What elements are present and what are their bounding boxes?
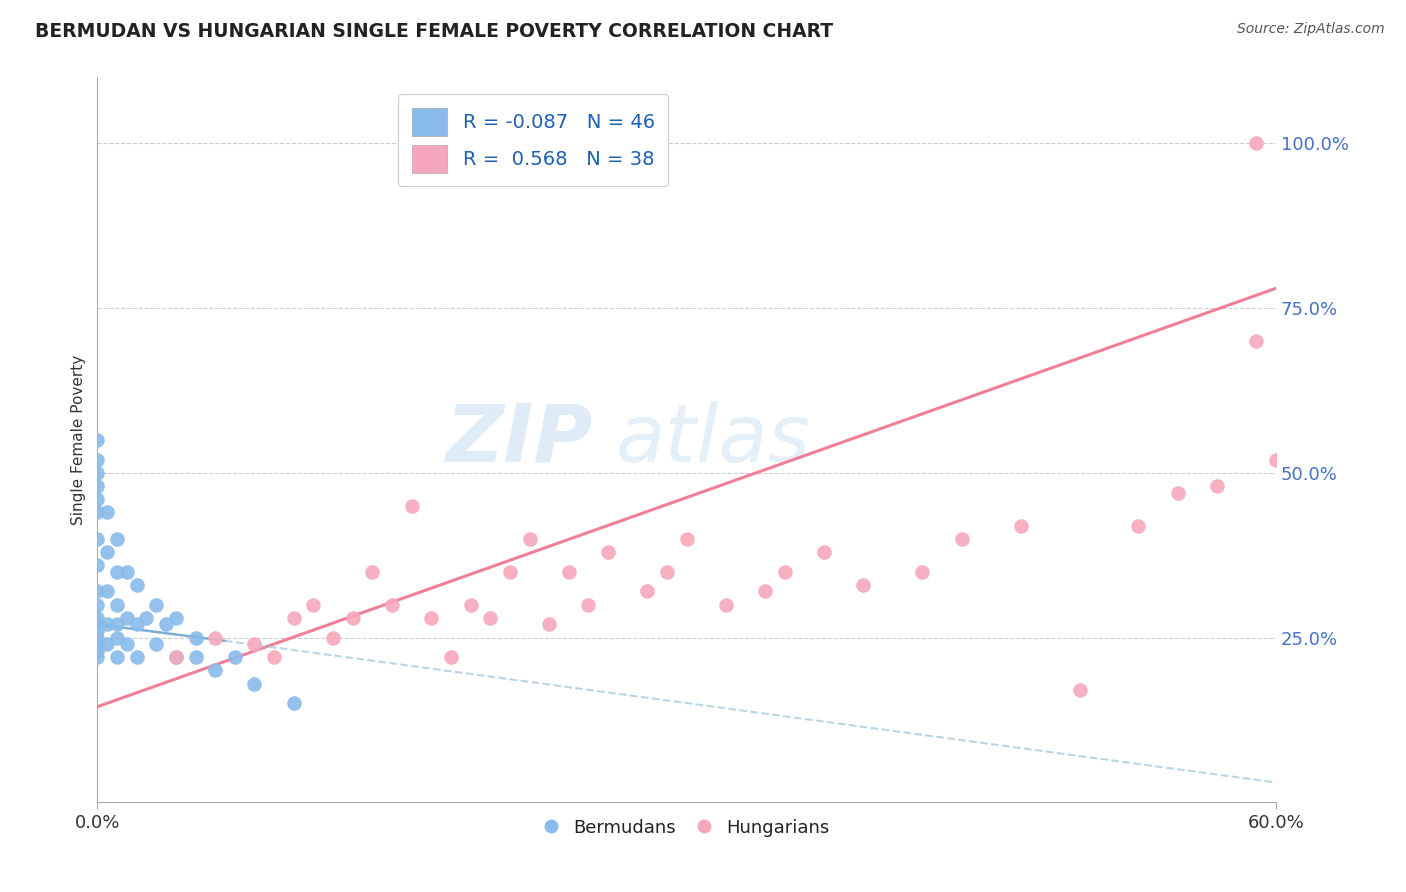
- Point: [115, 565, 138, 579]
- Point: [773, 565, 796, 579]
- Point: [155, 617, 177, 632]
- Point: [381, 598, 404, 612]
- Point: [86, 624, 108, 638]
- Point: [105, 631, 128, 645]
- Point: [950, 532, 973, 546]
- Point: [401, 499, 423, 513]
- Point: [1128, 518, 1150, 533]
- Legend: Bermudans, Hungarians: Bermudans, Hungarians: [537, 812, 837, 844]
- Point: [86, 479, 108, 493]
- Point: [86, 643, 108, 657]
- Point: [204, 664, 226, 678]
- Point: [1246, 136, 1268, 151]
- Point: [283, 697, 305, 711]
- Point: [224, 650, 246, 665]
- Point: [105, 617, 128, 632]
- Point: [145, 598, 167, 612]
- Point: [115, 637, 138, 651]
- Point: [852, 578, 875, 592]
- Point: [1010, 518, 1032, 533]
- Y-axis label: Single Female Poverty: Single Female Poverty: [72, 355, 86, 525]
- Point: [105, 650, 128, 665]
- Point: [204, 631, 226, 645]
- Point: [184, 650, 207, 665]
- Point: [1265, 452, 1288, 467]
- Point: [105, 565, 128, 579]
- Point: [342, 611, 364, 625]
- Point: [655, 565, 678, 579]
- Point: [86, 466, 108, 480]
- Point: [184, 631, 207, 645]
- Point: [86, 650, 108, 665]
- Point: [86, 631, 108, 645]
- Point: [1206, 479, 1229, 493]
- Point: [86, 492, 108, 507]
- Point: [145, 637, 167, 651]
- Point: [440, 650, 463, 665]
- Point: [1167, 485, 1189, 500]
- Point: [165, 650, 187, 665]
- Point: [754, 584, 776, 599]
- Point: [96, 545, 118, 559]
- Point: [361, 565, 384, 579]
- Point: [86, 637, 108, 651]
- Point: [105, 598, 128, 612]
- Point: [538, 617, 561, 632]
- Point: [86, 617, 108, 632]
- Point: [243, 637, 266, 651]
- Point: [263, 650, 285, 665]
- Text: ZIP: ZIP: [444, 401, 592, 479]
- Point: [714, 598, 737, 612]
- Point: [1246, 334, 1268, 348]
- Point: [125, 650, 148, 665]
- Point: [86, 452, 108, 467]
- Point: [135, 611, 157, 625]
- Point: [479, 611, 502, 625]
- Point: [96, 637, 118, 651]
- Point: [96, 584, 118, 599]
- Text: BERMUDAN VS HUNGARIAN SINGLE FEMALE POVERTY CORRELATION CHART: BERMUDAN VS HUNGARIAN SINGLE FEMALE POVE…: [35, 22, 834, 41]
- Point: [96, 617, 118, 632]
- Point: [243, 676, 266, 690]
- Point: [86, 584, 108, 599]
- Point: [911, 565, 934, 579]
- Point: [813, 545, 835, 559]
- Text: atlas: atlas: [616, 401, 811, 479]
- Point: [578, 598, 600, 612]
- Point: [86, 433, 108, 447]
- Point: [558, 565, 581, 579]
- Point: [302, 598, 325, 612]
- Point: [519, 532, 541, 546]
- Point: [322, 631, 344, 645]
- Point: [96, 505, 118, 519]
- Point: [283, 611, 305, 625]
- Point: [115, 611, 138, 625]
- Point: [86, 598, 108, 612]
- Point: [499, 565, 522, 579]
- Point: [460, 598, 482, 612]
- Text: Source: ZipAtlas.com: Source: ZipAtlas.com: [1237, 22, 1385, 37]
- Point: [596, 545, 619, 559]
- Point: [125, 578, 148, 592]
- Point: [1069, 683, 1091, 698]
- Point: [675, 532, 697, 546]
- Point: [165, 650, 187, 665]
- Point: [125, 617, 148, 632]
- Point: [86, 558, 108, 572]
- Point: [105, 532, 128, 546]
- Point: [86, 505, 108, 519]
- Point: [165, 611, 187, 625]
- Point: [86, 611, 108, 625]
- Point: [636, 584, 658, 599]
- Point: [86, 532, 108, 546]
- Point: [420, 611, 443, 625]
